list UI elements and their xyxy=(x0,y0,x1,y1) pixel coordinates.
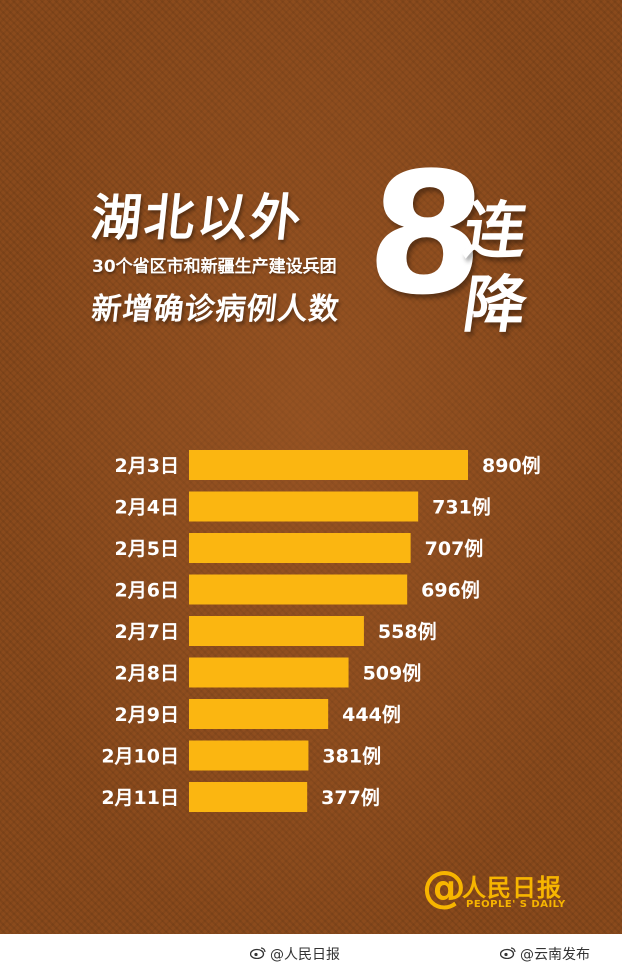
footer-bar xyxy=(0,934,622,972)
logo-name: 人民日报 xyxy=(462,874,562,902)
credit-peoples-daily[interactable]: @人民日报 xyxy=(270,947,340,963)
bar xyxy=(189,740,309,771)
bar xyxy=(189,450,468,480)
bar xyxy=(189,699,329,729)
category-label: 2月10日 xyxy=(101,746,179,768)
bar xyxy=(189,533,411,563)
value-label: 731例 xyxy=(432,496,491,519)
value-label: 696例 xyxy=(421,579,480,602)
category-label: 2月11日 xyxy=(101,787,179,809)
bar xyxy=(189,491,419,522)
peoples-daily-logo: @ 人民日报 PEOPLE' S DAILY xyxy=(422,862,582,916)
weibo-icon xyxy=(500,947,516,959)
category-label: 2月4日 xyxy=(115,497,179,519)
category-label: 2月8日 xyxy=(115,663,179,685)
value-label: 381例 xyxy=(322,745,381,768)
logo-at-symbol: @ xyxy=(422,862,466,913)
credit-yunnan-release[interactable]: @云南发布 xyxy=(520,947,590,963)
category-label: 2月6日 xyxy=(115,580,179,602)
category-label: 2月3日 xyxy=(115,455,179,477)
category-label: 2月7日 xyxy=(115,621,179,643)
bar xyxy=(189,616,364,646)
weibo-icon xyxy=(250,947,266,959)
value-label: 707例 xyxy=(425,537,484,560)
logo-english: PEOPLE' S DAILY xyxy=(466,899,566,910)
value-label: 890例 xyxy=(482,454,541,477)
value-label: 509例 xyxy=(363,662,422,685)
value-label: 377例 xyxy=(321,786,380,809)
subtitle-regions: 30个省区市和新疆生产建设兵团 xyxy=(92,257,337,277)
bar xyxy=(189,574,408,605)
value-label: 558例 xyxy=(378,620,437,643)
category-label: 2月5日 xyxy=(115,538,179,560)
category-label: 2月9日 xyxy=(115,704,179,726)
bar xyxy=(189,657,349,688)
value-label: 444例 xyxy=(342,703,401,726)
bar xyxy=(189,782,308,812)
